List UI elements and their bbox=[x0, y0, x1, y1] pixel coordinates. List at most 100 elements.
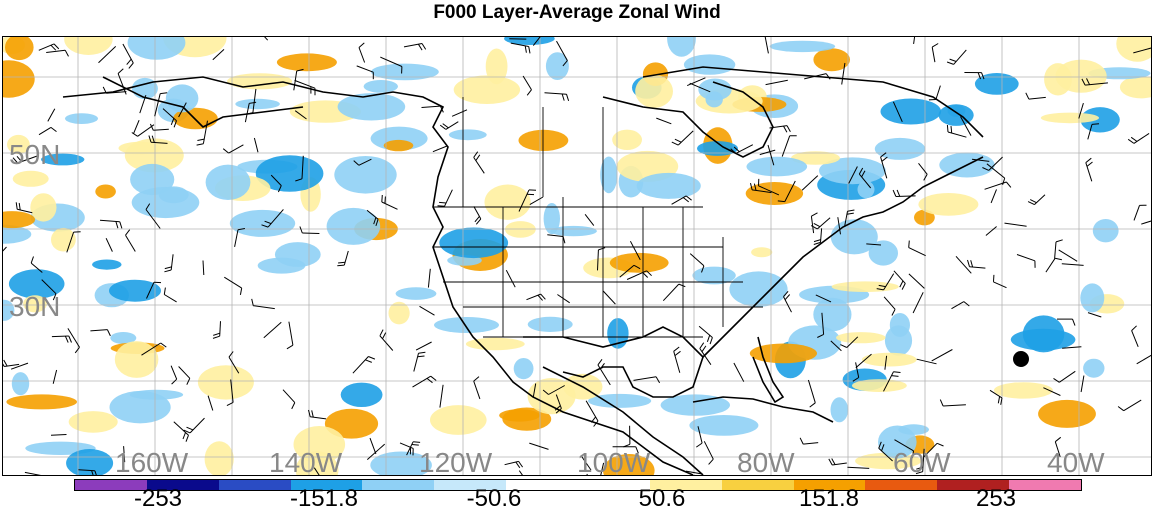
wind-barb bbox=[474, 152, 485, 174]
wind-shading-patch bbox=[1083, 359, 1104, 378]
wind-shading-patch bbox=[64, 37, 112, 55]
wind-barb bbox=[184, 418, 205, 433]
wind-barb bbox=[1088, 313, 1101, 317]
wind-shading-patch bbox=[514, 358, 534, 379]
wind-barb bbox=[179, 367, 190, 385]
wind-shading-patch bbox=[13, 171, 49, 187]
wind-barb bbox=[416, 342, 432, 350]
wind-shading-patch bbox=[128, 37, 186, 60]
wind-barb bbox=[932, 350, 953, 361]
wind-barb bbox=[634, 377, 660, 383]
wind-barb bbox=[25, 472, 48, 475]
lon-label-60w: 60W bbox=[893, 449, 951, 476]
colorbar bbox=[74, 479, 1082, 491]
wind-barb bbox=[527, 294, 546, 300]
wind-shading-patch bbox=[746, 182, 803, 205]
wind-barb bbox=[337, 251, 348, 266]
wind-shading-patch bbox=[528, 317, 573, 332]
wind-shading-patch bbox=[706, 91, 723, 107]
wind-shading-patch bbox=[3, 60, 35, 97]
wind-shading-patch bbox=[95, 185, 116, 199]
wind-barb bbox=[100, 220, 122, 228]
wind-barb bbox=[545, 93, 569, 101]
wind-barb bbox=[829, 459, 847, 466]
colorbar-segment bbox=[219, 480, 291, 490]
wind-barb bbox=[1128, 133, 1149, 143]
wind-barb bbox=[529, 443, 548, 449]
wind-barb bbox=[909, 274, 925, 289]
colorbar-segment bbox=[1009, 480, 1081, 490]
wind-shading-patch bbox=[65, 113, 98, 124]
wind-barb bbox=[359, 43, 365, 63]
colorbar-label-6: 253 bbox=[976, 486, 1016, 512]
wind-shading-patch bbox=[166, 84, 199, 112]
wind-barb bbox=[252, 299, 275, 309]
wind-shading-patch bbox=[528, 378, 576, 414]
wind-barb bbox=[1026, 93, 1046, 99]
wind-barb bbox=[1081, 376, 1084, 392]
wind-shading-patch bbox=[607, 318, 628, 349]
wind-barb bbox=[1132, 326, 1139, 347]
wind-shading-patch bbox=[206, 165, 251, 200]
wind-barb bbox=[913, 292, 923, 313]
wind-shading-patch bbox=[449, 129, 487, 140]
wind-barb bbox=[530, 197, 543, 205]
wind-barb bbox=[1086, 158, 1093, 181]
wind-barb bbox=[932, 44, 938, 63]
wind-shading-patch bbox=[205, 441, 234, 475]
wind-shading-patch bbox=[831, 397, 849, 422]
wind-barb bbox=[208, 396, 213, 411]
wind-barb bbox=[811, 218, 830, 229]
wind-barb bbox=[519, 471, 531, 475]
wind-barb bbox=[52, 336, 72, 343]
wind-barb bbox=[1134, 205, 1147, 220]
wind-barb bbox=[309, 410, 327, 419]
wind-barb bbox=[734, 363, 744, 382]
wind-shading-patch bbox=[51, 228, 76, 252]
wind-barb bbox=[557, 295, 569, 303]
wind-barb bbox=[16, 202, 32, 212]
wind-shading-patch bbox=[12, 372, 29, 395]
map-title: F000 Layer-Average Zonal Wind bbox=[0, 0, 1154, 28]
wind-barb bbox=[287, 322, 293, 349]
wind-shading-patch bbox=[858, 181, 875, 198]
lon-label-140w: 140W bbox=[269, 449, 342, 476]
wind-shading-patch bbox=[918, 193, 978, 216]
wind-barb bbox=[90, 330, 110, 336]
wind-barb bbox=[782, 136, 797, 157]
wind-barb bbox=[53, 370, 56, 384]
wind-shading-patch bbox=[5, 37, 34, 60]
wind-shading-patch bbox=[881, 99, 942, 125]
wind-barb bbox=[126, 230, 136, 252]
wind-barb bbox=[203, 261, 204, 276]
wind-shading-patch bbox=[550, 226, 597, 236]
wind-shading-patch bbox=[1041, 113, 1099, 124]
wind-shading-patch bbox=[235, 99, 280, 109]
lon-label-40w: 40W bbox=[1047, 449, 1105, 476]
wind-shading-patch bbox=[813, 298, 851, 332]
wind-barb bbox=[802, 176, 818, 191]
wind-barb bbox=[919, 163, 928, 180]
wind-shading-patch bbox=[832, 281, 899, 292]
wind-barb bbox=[523, 76, 531, 95]
wind-shading-patch bbox=[770, 41, 836, 52]
wind-shading-patch bbox=[430, 405, 487, 435]
wind-shading-patch bbox=[1080, 283, 1104, 312]
lat-label-50n: 50N bbox=[9, 141, 60, 169]
wind-shading-patch bbox=[1120, 76, 1151, 98]
wind-shading-patch bbox=[1056, 60, 1107, 93]
wind-barb bbox=[505, 461, 523, 467]
wind-shading-patch bbox=[364, 80, 398, 93]
wind-shading-patch bbox=[875, 138, 925, 160]
wind-barb bbox=[1137, 353, 1151, 364]
wind-shading-patch bbox=[885, 325, 912, 355]
wind-barb bbox=[704, 441, 713, 464]
wind-shading-patch bbox=[637, 173, 701, 199]
wind-barb bbox=[382, 195, 398, 209]
wind-barb bbox=[134, 120, 140, 134]
wind-barb bbox=[438, 190, 453, 207]
wind-barb bbox=[884, 297, 895, 316]
wind-barb bbox=[1062, 264, 1084, 266]
wind-barb bbox=[474, 206, 481, 224]
wind-shading-patch bbox=[396, 287, 437, 300]
